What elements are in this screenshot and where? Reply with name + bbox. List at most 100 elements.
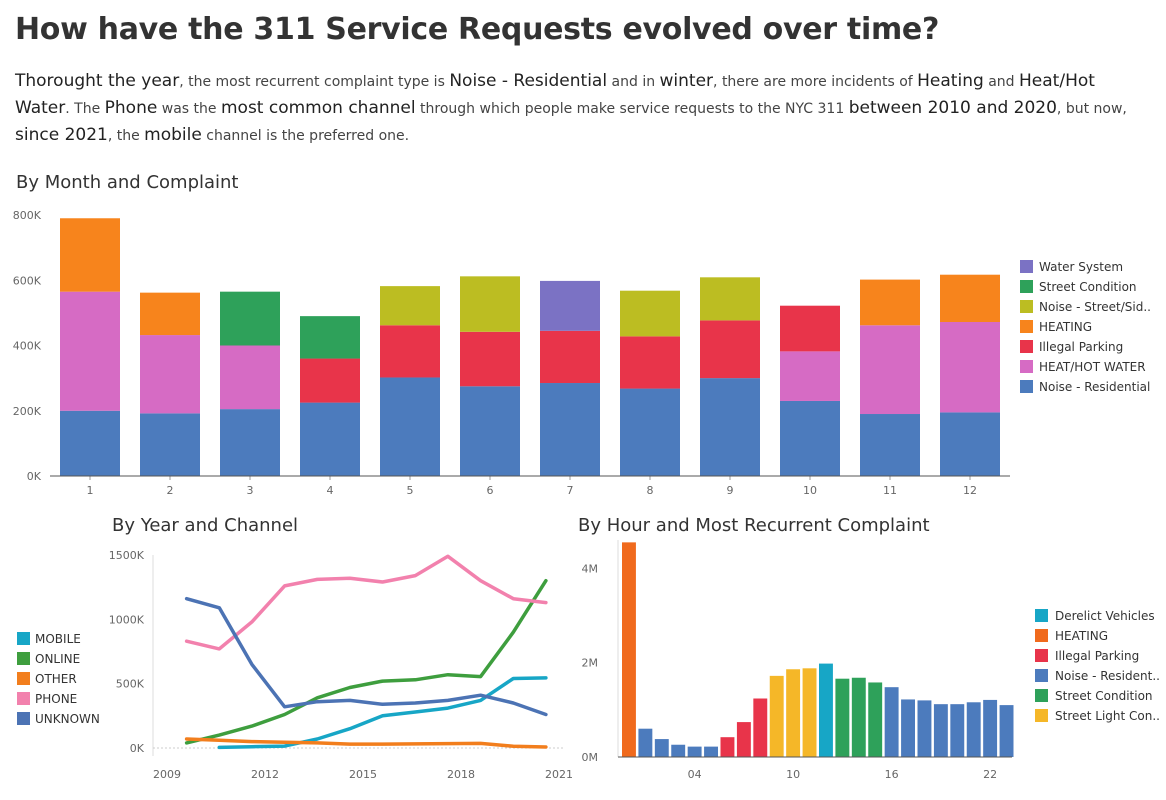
legend-label: HEATING bbox=[1055, 629, 1108, 643]
y-tick-label: 600K bbox=[13, 274, 42, 287]
hour-bar bbox=[786, 669, 801, 757]
legend-label: Street Condition bbox=[1055, 689, 1153, 703]
y-tick-label: 800K bbox=[13, 209, 42, 222]
summary-segment: , but now, bbox=[1056, 101, 1127, 117]
summary-segment: through which people make service reques… bbox=[415, 101, 849, 117]
legend-swatch bbox=[17, 712, 30, 725]
bar-segment bbox=[700, 320, 760, 379]
hour-bar bbox=[671, 744, 686, 757]
summary-segment: and bbox=[983, 74, 1020, 90]
x-tick-label: 2015 bbox=[349, 768, 377, 781]
series-line-phone bbox=[184, 554, 548, 651]
bar-segment bbox=[620, 388, 680, 476]
x-tick-label: 5 bbox=[407, 484, 414, 497]
hour-bar bbox=[736, 722, 751, 757]
hour-bar bbox=[884, 687, 899, 757]
hour-bar bbox=[720, 737, 735, 757]
legend-swatch bbox=[1020, 280, 1033, 293]
hour-bar bbox=[753, 698, 768, 757]
bar-segment bbox=[700, 277, 760, 321]
bar-segment bbox=[220, 291, 280, 346]
bar-segment bbox=[380, 286, 440, 326]
x-tick-label: 7 bbox=[567, 484, 574, 497]
hour-bar bbox=[851, 677, 866, 757]
legend-label: Noise - Street/Sid.. bbox=[1039, 300, 1151, 314]
y-tick-label: 0M bbox=[582, 751, 599, 764]
hour-bar bbox=[687, 746, 702, 757]
x-tick-label: 10 bbox=[803, 484, 817, 497]
bar-segment bbox=[540, 330, 600, 384]
legend-swatch bbox=[1020, 380, 1033, 393]
series-line-other bbox=[184, 737, 548, 749]
bar-segment bbox=[300, 402, 360, 476]
series-line-online bbox=[184, 578, 548, 745]
x-tick-label: 3 bbox=[247, 484, 254, 497]
summary-segment: , the most recurrent complaint type is bbox=[179, 74, 450, 90]
hour-bar bbox=[983, 699, 998, 757]
hour-bar bbox=[769, 675, 784, 757]
legend-swatch bbox=[1020, 300, 1033, 313]
summary-segment: channel is the preferred one. bbox=[201, 128, 410, 144]
hour-bar bbox=[704, 746, 718, 757]
bar-segment bbox=[140, 413, 200, 476]
series-line-mobile bbox=[217, 676, 548, 750]
y-tick-label: 200K bbox=[13, 405, 42, 418]
legend-swatch bbox=[17, 692, 30, 705]
bar-segment bbox=[220, 409, 280, 476]
legend-label: OTHER bbox=[35, 672, 77, 686]
summary-segment: and in bbox=[607, 74, 660, 90]
legend-swatch bbox=[1020, 360, 1033, 373]
summary-highlight: Noise - Residential bbox=[449, 71, 608, 91]
legend-label: ONLINE bbox=[35, 652, 80, 666]
x-tick-label: 10 bbox=[786, 768, 800, 781]
x-tick-label: 12 bbox=[963, 484, 977, 497]
legend-label: Noise - Resident.. bbox=[1055, 669, 1160, 683]
summary-highlight: Thorought the year bbox=[15, 71, 180, 91]
legend-label: PHONE bbox=[35, 692, 77, 706]
x-tick-label: 8 bbox=[647, 484, 654, 497]
summary-segment: , there are more incidents of bbox=[713, 74, 918, 90]
summary-segment: was the bbox=[157, 101, 221, 117]
y-tick-label: 4M bbox=[582, 562, 599, 575]
hour-bar bbox=[819, 663, 833, 757]
legend-label: Illegal Parking bbox=[1055, 649, 1139, 663]
bar-segment bbox=[300, 358, 360, 403]
page-title: How have the 311 Service Requests evolve… bbox=[15, 12, 940, 47]
bar-segment bbox=[460, 386, 520, 476]
x-tick-label: 2 bbox=[167, 484, 174, 497]
legend-label: Street Condition bbox=[1039, 280, 1137, 294]
summary-highlight: Phone bbox=[104, 98, 158, 118]
y-tick-label: 1500K bbox=[109, 549, 145, 562]
y-tick-label: 0K bbox=[27, 470, 42, 483]
legend-swatch bbox=[17, 652, 30, 665]
x-tick-label: 16 bbox=[885, 768, 899, 781]
bar-segment bbox=[700, 378, 760, 476]
legend-swatch bbox=[1035, 629, 1048, 642]
legend-swatch bbox=[1035, 709, 1048, 722]
legend-label: Illegal Parking bbox=[1039, 340, 1123, 354]
bar-segment bbox=[540, 383, 600, 476]
legend-label: HEAT/HOT WATER bbox=[1039, 360, 1146, 374]
chart3-title: By Hour and Most Recurrent Complaint bbox=[578, 515, 930, 536]
hour-bar bbox=[950, 704, 965, 757]
bar-segment bbox=[220, 345, 280, 410]
bar-segment bbox=[940, 274, 1000, 323]
summary-highlight: between 2010 and 2020 bbox=[848, 98, 1057, 118]
x-tick-label: 2009 bbox=[153, 768, 181, 781]
y-tick-label: 500K bbox=[116, 678, 145, 691]
legend-label: HEATING bbox=[1039, 320, 1092, 334]
bar-segment bbox=[860, 279, 920, 326]
legend-label: Water System bbox=[1039, 260, 1123, 274]
chart1-title: By Month and Complaint bbox=[16, 172, 239, 193]
x-tick-label: 4 bbox=[327, 484, 334, 497]
summary-segment: , the bbox=[107, 128, 145, 144]
legend-swatch bbox=[1035, 669, 1048, 682]
bar-segment bbox=[780, 305, 840, 352]
legend-swatch bbox=[1035, 649, 1048, 662]
hour-bar bbox=[802, 668, 817, 757]
legend-swatch bbox=[17, 672, 30, 685]
x-tick-label: 9 bbox=[727, 484, 734, 497]
x-tick-label: 6 bbox=[487, 484, 494, 497]
